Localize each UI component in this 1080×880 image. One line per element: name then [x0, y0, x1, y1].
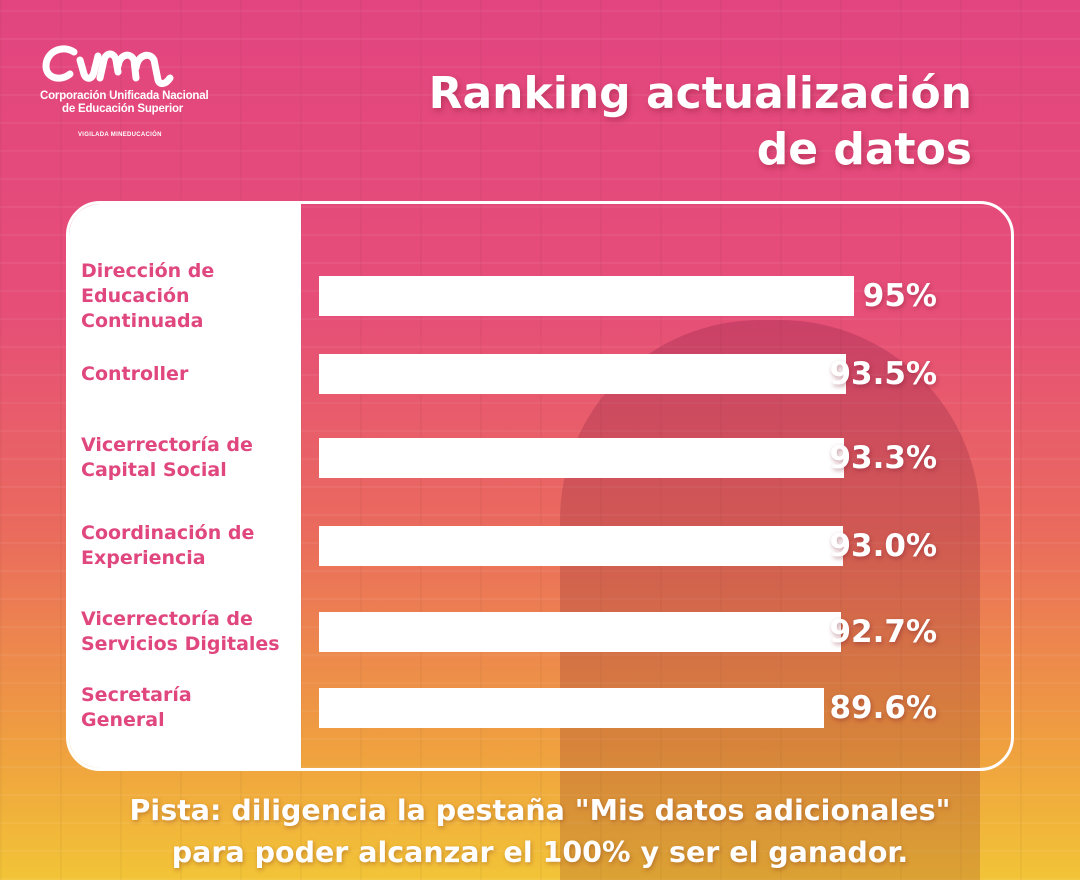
bar-value-label: 92.7%: [829, 614, 937, 650]
category-label-line: Vicerrectoría de: [81, 434, 253, 456]
category-label-line: Coordinación de: [81, 522, 255, 544]
category-label-line: Experiencia: [81, 547, 206, 569]
category-label-line: Dirección de: [81, 259, 215, 282]
bar: [319, 276, 854, 316]
footer-line-2: para poder alcanzar el 100% y ser el gan…: [171, 836, 909, 869]
logo-tagline: VIGILADA MINEDUCACIÓN: [78, 132, 162, 138]
category-label: Dirección de Educación Continuada: [81, 259, 296, 334]
cun-logo: Corporación Unificada Nacional de Educac…: [40, 38, 220, 138]
category-label-line: Secretaría: [81, 684, 192, 706]
bar: [319, 526, 843, 566]
bar: [319, 688, 824, 728]
bar-value-label: 93.5%: [829, 356, 937, 392]
category-label: Vicerrectoría de Servicios Digitales: [81, 607, 296, 657]
footer-line-1: Pista: diligencia la pestaña "Mis datos …: [129, 794, 951, 827]
logo-line-2: de Educación Superior: [62, 103, 184, 115]
bar-value-label: 95%: [862, 278, 937, 314]
category-label-line: Servicios Digitales: [81, 633, 280, 655]
footer-hint: Pista: diligencia la pestaña "Mis datos …: [0, 790, 1080, 874]
category-label-line: Vicerrectoría de: [81, 608, 253, 630]
bar-value-label: 89.6%: [829, 690, 937, 726]
cun-logo-mark: [42, 45, 174, 88]
title-line-1: Ranking actualización: [428, 68, 972, 119]
ranking-chart-panel: Dirección de Educación Continuada Controlle…: [66, 201, 1014, 771]
bar: [319, 354, 846, 394]
category-label-line: Educación: [81, 284, 190, 307]
category-label: Vicerrectoría de Capital Social: [81, 433, 296, 483]
category-label: Secretaría General: [81, 683, 296, 733]
bar-value-label: 93.3%: [829, 440, 937, 476]
category-label-column: Dirección de Educación Continuada Controlle…: [69, 204, 301, 768]
background-building-door: [560, 320, 980, 880]
bar: [319, 438, 845, 478]
page-title: Ranking actualización de datos: [272, 66, 972, 178]
category-label-line: General: [81, 709, 165, 731]
bar: [319, 612, 842, 652]
category-label-line: Controller: [81, 362, 189, 385]
title-line-2: de datos: [756, 124, 972, 175]
category-label-line: Capital Social: [81, 459, 227, 481]
category-label: Controller: [81, 362, 296, 387]
category-label-line: Continuada: [81, 309, 204, 332]
logo-line-1: Corporación Unificada Nacional: [40, 90, 209, 102]
bar-value-label: 93.0%: [829, 528, 937, 564]
category-label: Coordinación de Experiencia: [81, 521, 296, 571]
